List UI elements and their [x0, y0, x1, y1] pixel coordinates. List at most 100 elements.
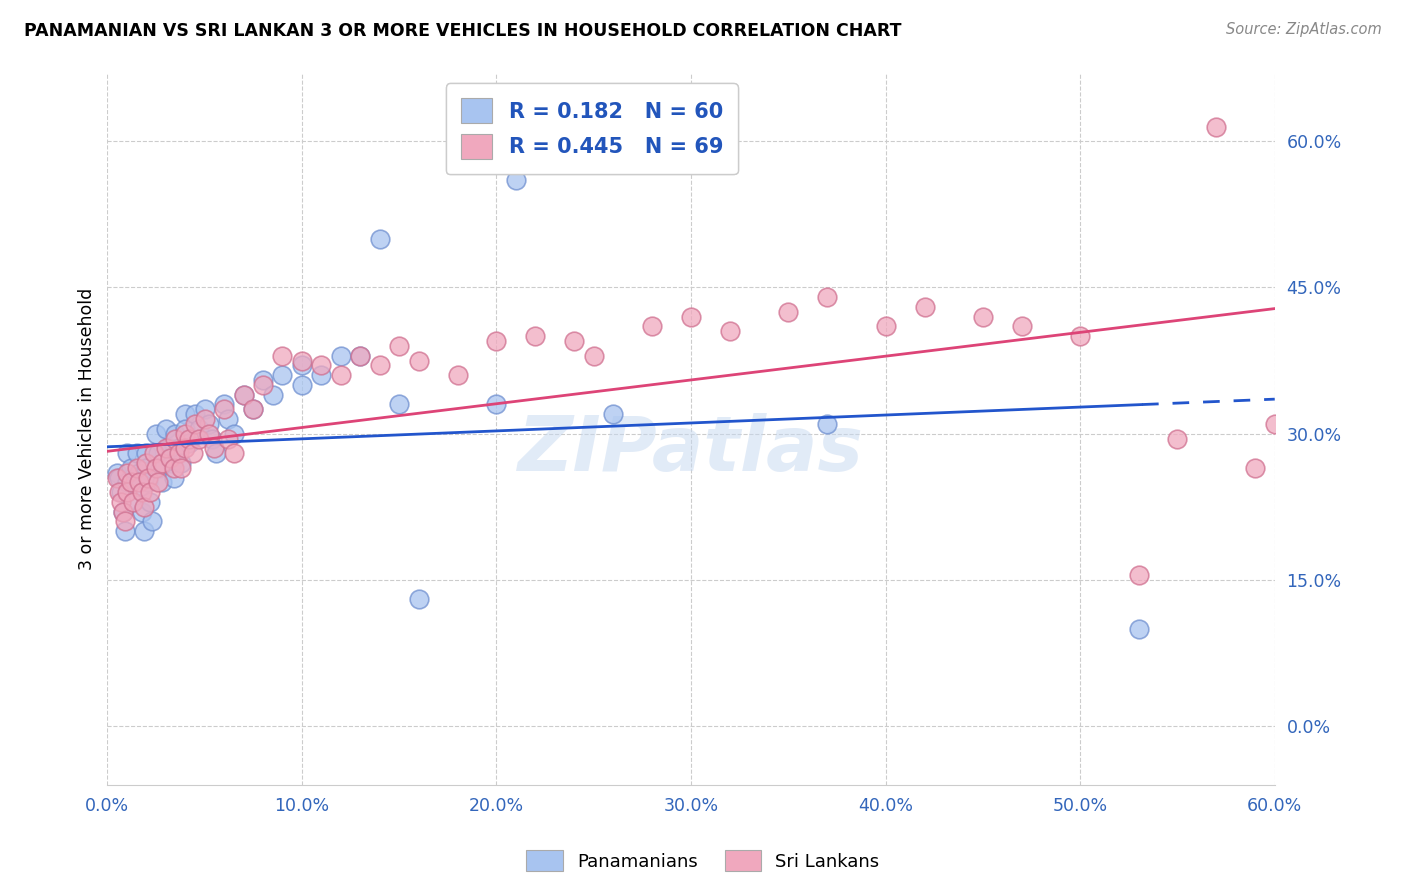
Point — [408, 592, 430, 607]
Point — [388, 339, 411, 353]
Point — [222, 426, 245, 441]
Point — [368, 359, 391, 373]
Point — [129, 480, 152, 494]
Point — [170, 461, 193, 475]
Point — [217, 412, 239, 426]
Point — [349, 349, 371, 363]
Point — [111, 505, 134, 519]
Point — [187, 432, 209, 446]
Point — [174, 426, 197, 441]
Point — [212, 402, 235, 417]
Point — [194, 412, 217, 426]
Point — [718, 324, 741, 338]
Point — [202, 442, 225, 456]
Point — [139, 495, 162, 509]
Point — [205, 446, 228, 460]
Point — [105, 470, 128, 484]
Point — [485, 334, 508, 348]
Point — [125, 446, 148, 460]
Point — [252, 378, 274, 392]
Point — [349, 349, 371, 363]
Point — [562, 334, 585, 348]
Point — [291, 353, 314, 368]
Point — [128, 466, 150, 480]
Point — [1011, 319, 1033, 334]
Legend: Panamanians, Sri Lankans: Panamanians, Sri Lankans — [519, 843, 887, 879]
Point — [136, 475, 159, 490]
Y-axis label: 3 or more Vehicles in Household: 3 or more Vehicles in Household — [79, 288, 96, 570]
Point — [146, 446, 169, 460]
Point — [145, 461, 167, 475]
Point — [271, 349, 294, 363]
Point — [108, 470, 131, 484]
Point — [242, 402, 264, 417]
Point — [155, 422, 177, 436]
Point — [162, 470, 184, 484]
Point — [146, 475, 169, 490]
Point — [134, 500, 156, 514]
Point — [174, 407, 197, 421]
Point — [485, 397, 508, 411]
Point — [165, 432, 187, 446]
Point — [329, 349, 352, 363]
Point — [311, 359, 333, 373]
Point — [134, 524, 156, 539]
Text: Source: ZipAtlas.com: Source: ZipAtlas.com — [1226, 22, 1382, 37]
Point — [131, 505, 153, 519]
Point — [135, 446, 157, 460]
Point — [121, 495, 143, 509]
Point — [145, 426, 167, 441]
Point — [446, 368, 468, 383]
Point — [271, 368, 294, 383]
Point — [1069, 329, 1091, 343]
Point — [177, 436, 200, 450]
Point — [155, 442, 177, 456]
Point — [187, 422, 209, 436]
Point — [114, 524, 136, 539]
Point — [222, 446, 245, 460]
Point — [815, 417, 838, 431]
Text: PANAMANIAN VS SRI LANKAN 3 OR MORE VEHICLES IN HOUSEHOLD CORRELATION CHART: PANAMANIAN VS SRI LANKAN 3 OR MORE VEHIC… — [24, 22, 901, 40]
Point — [1264, 417, 1286, 431]
Point — [1244, 461, 1267, 475]
Point — [115, 466, 138, 480]
Point — [111, 505, 134, 519]
Point — [232, 388, 254, 402]
Point — [131, 485, 153, 500]
Point — [388, 397, 411, 411]
Point — [1166, 432, 1188, 446]
Point — [242, 402, 264, 417]
Point — [108, 485, 131, 500]
Point — [329, 368, 352, 383]
Point — [143, 446, 166, 460]
Point — [139, 485, 162, 500]
Point — [150, 475, 173, 490]
Point — [159, 451, 181, 466]
Text: ZIPatlas: ZIPatlas — [517, 413, 865, 487]
Point — [217, 432, 239, 446]
Point — [368, 232, 391, 246]
Point — [291, 359, 314, 373]
Point — [778, 305, 800, 319]
Point — [169, 442, 191, 456]
Point — [136, 470, 159, 484]
Point — [291, 378, 314, 392]
Point — [174, 422, 197, 436]
Point — [184, 417, 207, 431]
Point — [408, 353, 430, 368]
Point — [149, 461, 172, 475]
Point — [170, 456, 193, 470]
Point — [197, 417, 219, 431]
Point — [201, 432, 224, 446]
Point — [505, 173, 527, 187]
Point — [232, 388, 254, 402]
Point — [125, 461, 148, 475]
Point — [815, 290, 838, 304]
Point — [121, 495, 143, 509]
Point — [174, 442, 197, 456]
Point — [105, 466, 128, 480]
Point — [875, 319, 897, 334]
Point — [115, 475, 138, 490]
Point — [114, 515, 136, 529]
Point — [184, 407, 207, 421]
